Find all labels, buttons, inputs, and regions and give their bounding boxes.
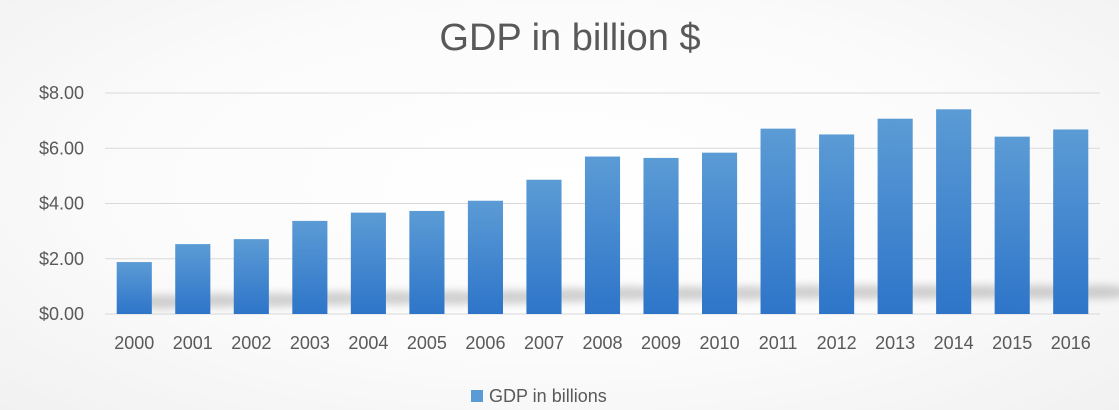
x-tick-label: 2009 xyxy=(641,333,681,353)
y-tick-label: $0.00 xyxy=(39,304,84,324)
bar-2009 xyxy=(643,157,679,314)
x-tick-label: 2007 xyxy=(524,333,564,353)
bar-2001 xyxy=(175,244,211,314)
x-tick-label: 2011 xyxy=(759,333,798,353)
bar-2013 xyxy=(877,118,913,314)
y-axis-ticks: $0.00 $2.00 $4.00 $6.00 $8.00 xyxy=(39,83,84,324)
x-tick-label: 2013 xyxy=(875,333,915,353)
x-tick-label: 2006 xyxy=(465,333,505,353)
bar-2007 xyxy=(526,179,562,314)
y-tick-label: $8.00 xyxy=(39,83,84,103)
legend-label: GDP in billions xyxy=(489,386,607,406)
y-tick-label: $6.00 xyxy=(39,138,84,158)
x-tick-label: 2014 xyxy=(934,333,974,353)
bar-2004 xyxy=(350,212,386,314)
y-tick-label: $4.00 xyxy=(39,194,84,214)
bars xyxy=(116,109,1089,314)
legend: GDP in billions xyxy=(471,386,607,406)
x-tick-label: 2001 xyxy=(173,333,213,353)
bar-2008 xyxy=(584,156,621,314)
bar-2002 xyxy=(233,239,269,314)
chart-title: GDP in billion $ xyxy=(439,17,700,59)
x-tick-label: 2015 xyxy=(992,333,1032,353)
x-tick-label: 2016 xyxy=(1051,333,1091,353)
bar-2006 xyxy=(467,200,503,314)
x-tick-label: 2005 xyxy=(407,333,447,353)
x-tick-label: 2003 xyxy=(290,333,330,353)
bar-2014 xyxy=(936,109,972,314)
bar-2003 xyxy=(292,220,328,314)
bar-2005 xyxy=(409,210,445,314)
bar-2012 xyxy=(819,134,855,314)
x-tick-label: 2010 xyxy=(700,333,740,353)
x-axis-ticks: 2000 2001 2002 2003 2004 2005 2006 2007 2008 2009… xyxy=(114,333,1091,353)
x-tick-label: 2002 xyxy=(231,333,271,353)
x-tick-label: 2012 xyxy=(817,333,857,353)
x-tick-label: 2008 xyxy=(582,333,622,353)
y-tick-label: $2.00 xyxy=(39,249,84,269)
bar-2015 xyxy=(994,136,1030,314)
bar-2000 xyxy=(116,262,152,314)
bar-2016 xyxy=(1053,129,1089,314)
legend-swatch xyxy=(471,390,483,402)
x-tick-label: 2000 xyxy=(114,333,154,353)
bar-2011 xyxy=(760,128,796,314)
bar-2010 xyxy=(702,152,738,314)
x-tick-label: 2004 xyxy=(348,333,388,353)
